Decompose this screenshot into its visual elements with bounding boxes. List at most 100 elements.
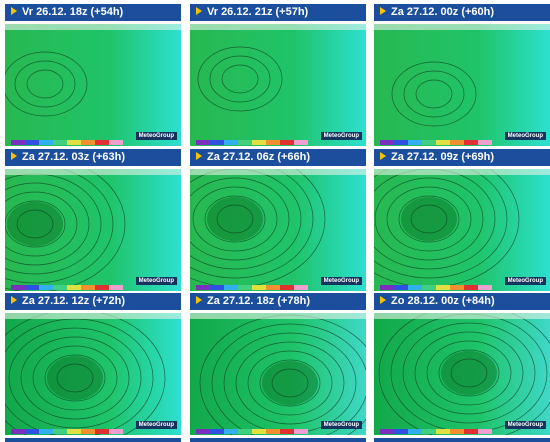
map-panel[interactable]: Za 27.12. 12z (+72h) MeteoGroup — [5, 293, 181, 435]
panel-header: Za 27.12. 09z (+69h) — [374, 149, 550, 166]
color-scale — [422, 140, 436, 145]
isobar — [44, 354, 106, 402]
logo: MeteoGroup — [135, 421, 177, 429]
weather-map — [374, 169, 550, 291]
map-caption — [374, 24, 550, 30]
color-scale — [252, 429, 266, 434]
color-scale — [95, 140, 109, 145]
color-scale — [408, 140, 422, 145]
logo: MeteoGroup — [320, 277, 362, 285]
isobar — [190, 177, 290, 261]
isobar — [5, 182, 90, 266]
map-panel[interactable]: Za 27.12. 18z (+78h) MeteoGroup — [190, 293, 366, 435]
color-scale — [95, 429, 109, 434]
isobar — [391, 61, 477, 127]
color-scale — [39, 140, 53, 145]
isobar — [271, 368, 309, 398]
arrow-icon — [11, 152, 17, 160]
isobar — [247, 350, 333, 416]
panel-header: Vr 26.12. 18z (+54h) — [5, 4, 181, 21]
color-scale — [39, 429, 53, 434]
color-scale — [394, 429, 408, 434]
map-panel[interactable]: Za 27.12. 03z (+63h) MeteoGroup — [5, 149, 181, 291]
isobar — [5, 191, 78, 257]
color-scale — [380, 285, 394, 290]
color-scale — [53, 429, 67, 434]
panel-label: Za 27.12. 18z (+78h) — [207, 295, 311, 307]
logo: MeteoGroup — [504, 421, 546, 429]
color-scale — [224, 285, 238, 290]
weather-map — [5, 169, 181, 291]
arrow-icon — [196, 296, 202, 304]
color-scale — [266, 285, 280, 290]
color-scale — [478, 140, 492, 145]
color-scale — [224, 429, 238, 434]
color-scale — [252, 285, 266, 290]
isobar — [374, 177, 484, 261]
isobar — [415, 79, 453, 109]
weather-map — [374, 24, 550, 146]
color-scale — [464, 285, 478, 290]
color-scale — [67, 285, 81, 290]
color-scale — [196, 140, 210, 145]
isobar — [438, 349, 500, 397]
panel-header: Za 27.12. 12z (+72h) — [5, 293, 181, 310]
color-scale — [478, 285, 492, 290]
logo: MeteoGroup — [504, 132, 546, 140]
color-scale — [109, 429, 123, 434]
isobar — [209, 55, 271, 103]
isobar — [190, 169, 314, 279]
logo: MeteoGroup — [320, 421, 362, 429]
color-scale — [25, 285, 39, 290]
isobar — [5, 169, 114, 284]
next-row-strip — [5, 438, 181, 442]
color-scale — [109, 285, 123, 290]
color-scale — [464, 140, 478, 145]
isobar — [374, 169, 496, 270]
map-panel[interactable]: Zo 28.12. 00z (+84h) MeteoGroup — [374, 293, 550, 435]
color-scale — [280, 285, 294, 290]
isobar — [5, 169, 126, 291]
arrow-icon — [380, 7, 386, 15]
map-caption — [374, 313, 550, 319]
map-panel[interactable]: Za 27.12. 06z (+66h) MeteoGroup — [190, 149, 366, 291]
map-panel[interactable]: Vr 26.12. 21z (+57h) MeteoGroup — [190, 4, 366, 146]
color-scale — [196, 285, 210, 290]
panel-header: Za 27.12. 06z (+66h) — [190, 149, 366, 166]
color-scale — [450, 285, 464, 290]
panel-header: Za 27.12. 03z (+63h) — [5, 149, 181, 166]
color-scale — [53, 285, 67, 290]
isobar — [235, 341, 345, 425]
color-scale — [266, 429, 280, 434]
map-caption — [5, 169, 181, 175]
map-caption — [190, 169, 366, 175]
map-panel[interactable]: Za 27.12. 00z (+60h) MeteoGroup — [374, 4, 550, 146]
isobar — [16, 209, 54, 239]
isobar — [221, 64, 259, 94]
color-scale — [464, 429, 478, 434]
color-scale — [25, 140, 39, 145]
color-scale — [408, 429, 422, 434]
isobar — [410, 204, 448, 234]
logo: MeteoGroup — [135, 277, 177, 285]
map-panel[interactable]: Za 27.12. 09z (+69h) MeteoGroup — [374, 149, 550, 291]
color-scale — [210, 140, 224, 145]
panel-label: Za 27.12. 12z (+72h) — [22, 295, 126, 307]
color-scale — [81, 285, 95, 290]
next-row-strip — [374, 438, 550, 442]
color-scale — [238, 140, 252, 145]
color-scale — [67, 429, 81, 434]
map-background — [374, 169, 550, 291]
color-scale — [95, 285, 109, 290]
color-scale — [380, 429, 394, 434]
isobar — [14, 60, 76, 108]
panel-header: Vr 26.12. 21z (+57h) — [190, 4, 366, 21]
logo: MeteoGroup — [504, 277, 546, 285]
color-scale — [280, 140, 294, 145]
color-scale — [436, 285, 450, 290]
map-panel[interactable]: Vr 26.12. 18z (+54h) MeteoGroup — [5, 4, 181, 146]
panel-label: Za 27.12. 09z (+69h) — [391, 151, 495, 163]
color-scale — [210, 429, 224, 434]
color-scale — [394, 285, 408, 290]
panel-label: Zo 28.12. 00z (+84h) — [391, 295, 495, 307]
